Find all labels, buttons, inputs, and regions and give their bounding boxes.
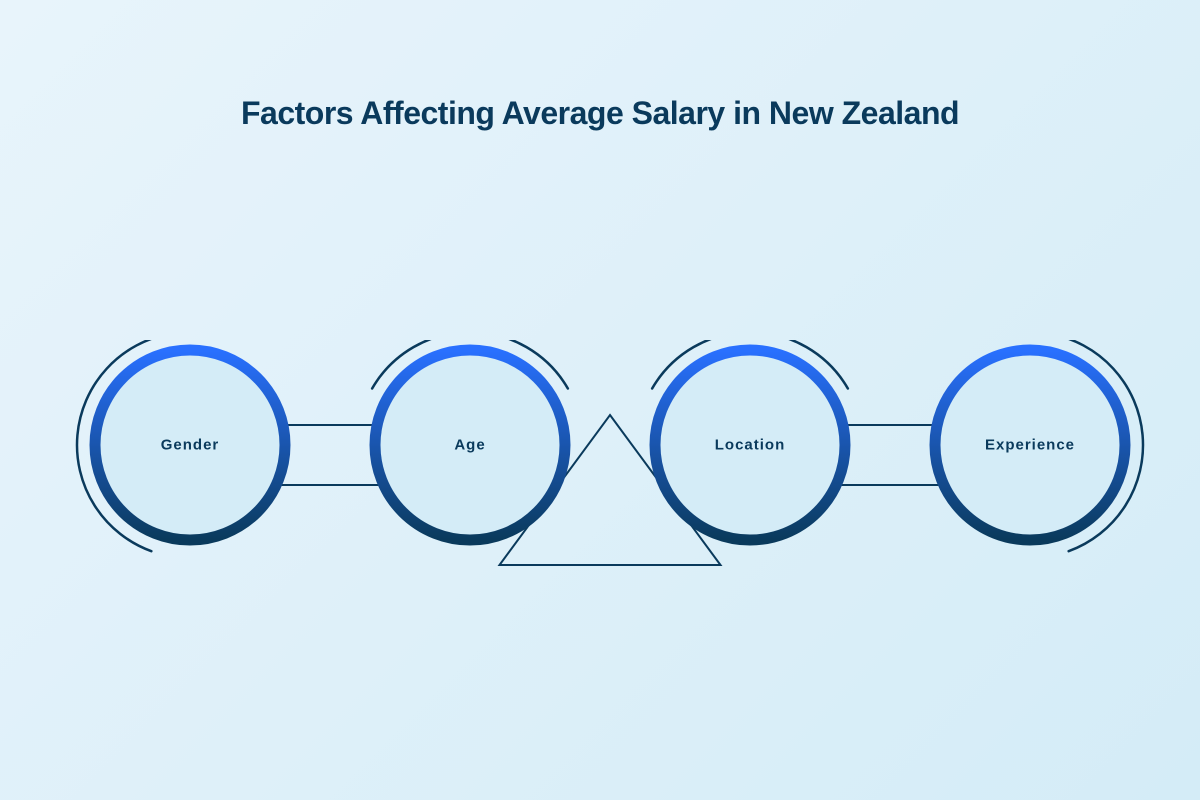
page-title: Factors Affecting Average Salary in New … [0, 95, 1200, 132]
factor-wrapper: Location [645, 340, 855, 550]
factor-wrapper: Age [365, 340, 575, 550]
factor-label: Location [715, 437, 786, 454]
factor-wrapper: Experience [925, 340, 1135, 550]
factor-wrapper: Gender [85, 340, 295, 550]
factor-label: Gender [161, 437, 220, 454]
circles-container: Gender Age Location Experience [0, 340, 1200, 640]
factor-label: Age [454, 437, 485, 454]
factor-label: Experience [985, 437, 1075, 454]
